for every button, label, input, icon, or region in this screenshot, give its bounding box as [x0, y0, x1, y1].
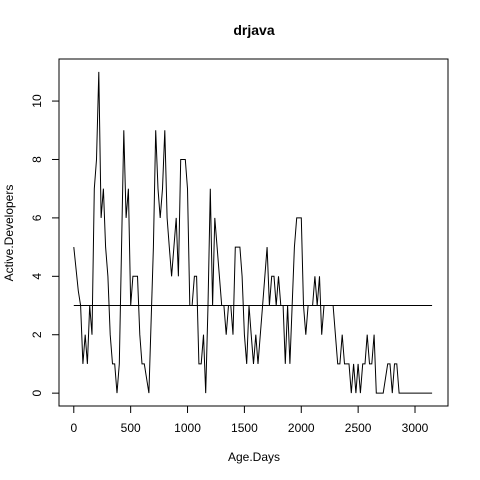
x-tick-label: 1000	[174, 421, 201, 435]
series-layer	[73, 71, 433, 394]
y-axis: 0 2 4 6 8 10	[30, 94, 60, 396]
x-tick-label: 0	[70, 421, 77, 435]
y-axis-label: Active.Developers	[2, 185, 16, 282]
x-tick-label: 500	[121, 421, 141, 435]
x-tick-label: 2500	[345, 421, 372, 435]
x-tick-label: 2000	[288, 421, 315, 435]
chart-title: drjava	[233, 22, 274, 38]
x-tick-label: 3000	[402, 421, 429, 435]
plot-frame	[58, 58, 449, 407]
series-line	[73, 71, 433, 394]
x-axis-label: Age.Days	[228, 450, 280, 464]
y-tick-label: 6	[30, 214, 44, 221]
y-tick-label: 2	[30, 331, 44, 338]
y-tick-label: 4	[30, 273, 44, 280]
y-tick-label: 8	[30, 156, 44, 163]
y-tick-label: 10	[30, 94, 44, 108]
y-tick-label: 0	[30, 389, 44, 396]
x-tick-label: 1500	[231, 421, 258, 435]
x-axis: 0 500 1000 1500 2000 2500 3000	[70, 405, 429, 435]
